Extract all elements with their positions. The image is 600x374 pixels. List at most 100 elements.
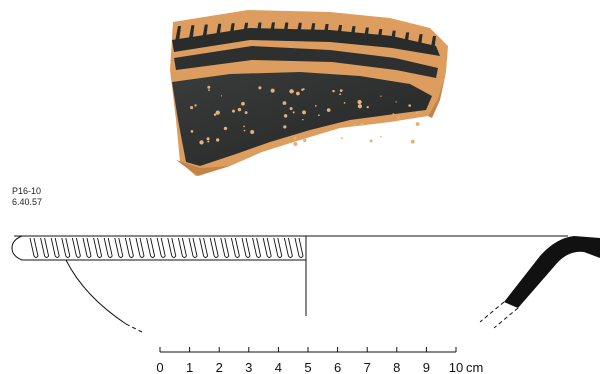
inventory-number: 6.40.57 bbox=[12, 197, 43, 207]
speckle bbox=[207, 140, 210, 143]
tongue-mark bbox=[416, 34, 423, 51]
tongue-mark bbox=[188, 25, 195, 42]
rim-tongue-stroke bbox=[156, 237, 166, 258]
tongue-mark bbox=[403, 32, 410, 49]
rim-tongue-stroke bbox=[40, 237, 50, 258]
speckle bbox=[250, 130, 255, 134]
scale-tick-label: 8 bbox=[393, 360, 400, 374]
speckle bbox=[303, 138, 307, 143]
tongue-mark bbox=[201, 24, 208, 41]
rim-tongue-stroke bbox=[252, 237, 262, 258]
rim-tongue-stroke bbox=[188, 237, 198, 258]
scale-ticks bbox=[159, 347, 457, 352]
scale-tick-label: 1 bbox=[186, 360, 193, 374]
speckle bbox=[283, 114, 288, 118]
speckle bbox=[243, 125, 245, 128]
scale-tick-label: 3 bbox=[245, 360, 252, 374]
speckle bbox=[314, 104, 317, 107]
speckle bbox=[237, 107, 242, 112]
speckle bbox=[207, 85, 211, 89]
speckle bbox=[283, 125, 287, 129]
speckle bbox=[258, 86, 262, 90]
speckle bbox=[343, 101, 346, 104]
rim-tongue-stroke bbox=[103, 237, 113, 258]
rim-tongue-stroke bbox=[283, 237, 293, 258]
speckle bbox=[392, 113, 395, 116]
rim-tongue-stroke bbox=[273, 237, 283, 258]
sherd-rim-band-1 bbox=[172, 28, 440, 56]
tongue-mark bbox=[362, 27, 369, 44]
tongue-mark bbox=[389, 30, 396, 47]
speckle bbox=[208, 89, 210, 92]
speckle bbox=[410, 139, 415, 144]
speckle bbox=[366, 105, 369, 109]
speckle bbox=[318, 114, 320, 117]
object-id: P16-10 bbox=[12, 186, 42, 196]
tongue-mark bbox=[228, 23, 235, 40]
speckle bbox=[206, 137, 210, 141]
speckle bbox=[360, 122, 364, 126]
speckle bbox=[213, 113, 217, 116]
speckle bbox=[223, 126, 228, 131]
speckle bbox=[408, 104, 411, 107]
rim-tongue-stroke bbox=[146, 237, 156, 258]
tongue-mark bbox=[268, 22, 275, 39]
speckle bbox=[357, 104, 363, 109]
speckle bbox=[194, 104, 197, 107]
rim-exterior-outline bbox=[11, 235, 307, 261]
tongue-mark bbox=[255, 22, 262, 39]
speckle bbox=[289, 107, 293, 111]
speckle bbox=[296, 91, 300, 96]
speckle bbox=[216, 138, 220, 142]
speckle bbox=[232, 109, 235, 113]
rim-tongue-stroke bbox=[199, 237, 209, 258]
scale-tick-label: 2 bbox=[216, 360, 223, 374]
sherd-glaze-panel bbox=[172, 72, 432, 166]
rim-tongue-stroke bbox=[135, 237, 145, 258]
scale-tick-label: 6 bbox=[334, 360, 341, 374]
speckle bbox=[190, 130, 194, 133]
speckle bbox=[340, 137, 343, 140]
rim-tongue-stroke bbox=[93, 237, 103, 258]
tongue-mark bbox=[322, 24, 329, 41]
speckle bbox=[380, 135, 382, 138]
rim-tongue-stroke bbox=[262, 237, 272, 258]
tongue-pattern bbox=[175, 22, 436, 52]
speckle bbox=[326, 108, 331, 112]
sherd-rim-band-2 bbox=[174, 46, 438, 78]
rim-tongue-stroke bbox=[50, 237, 60, 258]
right-section-profile bbox=[504, 236, 600, 308]
scale-tick-label: 0 bbox=[156, 360, 163, 374]
rim-tongue-stroke bbox=[294, 237, 304, 258]
tongue-mark bbox=[336, 24, 343, 41]
speckle bbox=[302, 118, 304, 121]
speckle bbox=[415, 111, 418, 114]
rim-tongue-stroke bbox=[124, 237, 134, 258]
speckle bbox=[415, 122, 420, 127]
tongue-mark bbox=[376, 28, 383, 45]
scale-tick-label: 5 bbox=[304, 360, 311, 374]
left-body-curve bbox=[65, 259, 127, 325]
tongue-mark bbox=[175, 26, 181, 42]
rim-tongue-stroke bbox=[71, 237, 81, 258]
tongue-mark bbox=[282, 22, 289, 39]
rim-tongue-stroke bbox=[177, 237, 187, 258]
tongue-mark bbox=[295, 22, 302, 39]
rim-tongue-stroke bbox=[220, 237, 230, 258]
rim-tongue-stroke bbox=[241, 237, 251, 258]
rim-tongue-stroke bbox=[230, 237, 240, 258]
speckle bbox=[302, 110, 306, 115]
speckle bbox=[220, 95, 223, 97]
tongue-mark bbox=[242, 22, 249, 39]
rim-tongue-stroke bbox=[167, 237, 177, 258]
speckle bbox=[339, 93, 342, 96]
speckle bbox=[282, 101, 287, 105]
speckle bbox=[397, 116, 400, 119]
scale-unit: cm bbox=[466, 360, 483, 374]
speckle bbox=[292, 111, 295, 114]
clay-speckles bbox=[190, 85, 420, 147]
